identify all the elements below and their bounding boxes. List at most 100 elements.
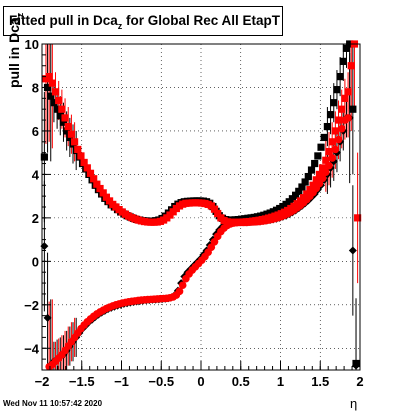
data-point-circle bbox=[334, 135, 343, 144]
data-point-square bbox=[309, 181, 317, 189]
data-point-circle bbox=[322, 168, 330, 177]
data-point-square bbox=[90, 175, 98, 183]
data-point-square bbox=[307, 166, 316, 174]
data-point-square bbox=[47, 92, 55, 100]
data-point-square bbox=[59, 118, 68, 126]
y-tick-label: 0 bbox=[32, 254, 39, 269]
data-point-square bbox=[102, 193, 110, 201]
x-tick-label: 0.5 bbox=[232, 374, 250, 389]
data-points bbox=[40, 40, 362, 371]
data-point-circle bbox=[344, 114, 352, 122]
data-point-square bbox=[55, 96, 63, 105]
x-tick-label: −1.5 bbox=[69, 374, 95, 389]
y-tick-label: 10 bbox=[25, 37, 39, 52]
data-point-square bbox=[63, 127, 71, 135]
data-point-square bbox=[330, 99, 338, 107]
data-point-square bbox=[311, 159, 319, 168]
data-point-square bbox=[53, 105, 61, 113]
data-point-square bbox=[326, 111, 335, 119]
data-point-square bbox=[344, 88, 352, 96]
data-point-circle bbox=[175, 287, 184, 296]
data-point-square bbox=[50, 99, 58, 107]
data-point-square bbox=[45, 73, 53, 81]
data-point-diamond bbox=[352, 361, 361, 370]
y-tick-label: 2 bbox=[32, 211, 39, 226]
data-point-square bbox=[70, 138, 79, 146]
timestamp: Wed Nov 11 10:57:42 2020 bbox=[3, 399, 103, 408]
data-point-square bbox=[331, 127, 339, 135]
data-point-square bbox=[298, 183, 306, 191]
data-point-square bbox=[64, 122, 72, 131]
data-point-square bbox=[292, 191, 300, 199]
x-tick-label: −1 bbox=[114, 374, 129, 389]
data-point-square bbox=[96, 184, 104, 193]
x-tick-label: 1 bbox=[277, 374, 284, 389]
data-point-diamond bbox=[348, 246, 357, 255]
data-point-square bbox=[303, 190, 311, 198]
data-point-square bbox=[317, 143, 325, 151]
x-tick-label: 1.5 bbox=[311, 374, 329, 389]
data-point-square bbox=[40, 153, 48, 161]
data-point-square bbox=[328, 138, 336, 146]
data-point-square bbox=[306, 186, 314, 194]
data-point-square bbox=[339, 57, 347, 65]
data-point-square bbox=[314, 152, 322, 160]
data-point-square bbox=[322, 156, 330, 164]
data-point-circle bbox=[178, 281, 187, 290]
y-tick-label: 4 bbox=[32, 167, 40, 182]
y-tick-label: −4 bbox=[24, 341, 40, 356]
data-point-square bbox=[325, 147, 333, 156]
data-point-square bbox=[83, 164, 91, 172]
data-point-square bbox=[56, 112, 64, 120]
data-point-square bbox=[333, 86, 341, 94]
data-point-square bbox=[304, 172, 312, 181]
data-point-square bbox=[347, 62, 355, 70]
data-point-square bbox=[349, 105, 357, 113]
data-point-circle bbox=[331, 145, 340, 154]
chart-title-rest: for Global Rec All EtapT bbox=[122, 13, 281, 28]
x-tick-label: −0.5 bbox=[148, 374, 174, 389]
chart-title: Fitted pull in Dcaz for Global Rec All E… bbox=[3, 6, 283, 36]
data-point-square bbox=[86, 169, 95, 177]
data-point-square bbox=[301, 178, 309, 186]
data-point-circle bbox=[337, 124, 346, 133]
data-point-square bbox=[336, 73, 344, 81]
data-point-square bbox=[48, 79, 56, 87]
data-point-square bbox=[61, 114, 69, 122]
chart-title-subscript: z bbox=[117, 21, 123, 31]
data-point-circle bbox=[325, 161, 333, 170]
data-point-square bbox=[74, 145, 82, 154]
data-point-square bbox=[210, 205, 219, 213]
data-point-square bbox=[323, 122, 332, 131]
data-point-circle bbox=[328, 154, 336, 162]
data-point-square bbox=[334, 116, 343, 124]
data-point-square bbox=[315, 170, 324, 178]
data-point-square bbox=[320, 133, 328, 142]
data-point-circle bbox=[318, 174, 327, 183]
data-point-square bbox=[312, 176, 320, 184]
data-point-square bbox=[295, 187, 303, 195]
data-point-square bbox=[77, 152, 85, 160]
y-tick-label: 8 bbox=[32, 80, 39, 95]
data-point-square bbox=[338, 105, 346, 113]
data-point-square bbox=[93, 180, 101, 188]
y-tick-label: 6 bbox=[32, 124, 39, 139]
data-point-square bbox=[51, 88, 60, 96]
x-axis-label: η bbox=[350, 396, 358, 411]
tick-labels: −2 −1.5 −1 −0.5 0 0.5 1 1.5 2 −4 −2 0 2 4 6 8 10 bbox=[24, 37, 363, 389]
y-tick-label: −2 bbox=[24, 298, 39, 313]
axis-ticks bbox=[41, 43, 361, 371]
data-point-square bbox=[354, 214, 362, 222]
data-point-square bbox=[58, 105, 66, 113]
chart-title-main: Fitted pull in Dca bbox=[9, 13, 118, 28]
data-point-square bbox=[99, 189, 107, 197]
data-point-square bbox=[67, 130, 76, 138]
x-tick-label: 2 bbox=[356, 374, 363, 389]
data-point-square bbox=[80, 158, 88, 167]
data-point-square bbox=[214, 209, 222, 218]
x-tick-label: −2 bbox=[35, 374, 50, 389]
data-point-square bbox=[319, 164, 327, 172]
data-point-square bbox=[341, 94, 349, 102]
data-point-square bbox=[342, 44, 351, 52]
